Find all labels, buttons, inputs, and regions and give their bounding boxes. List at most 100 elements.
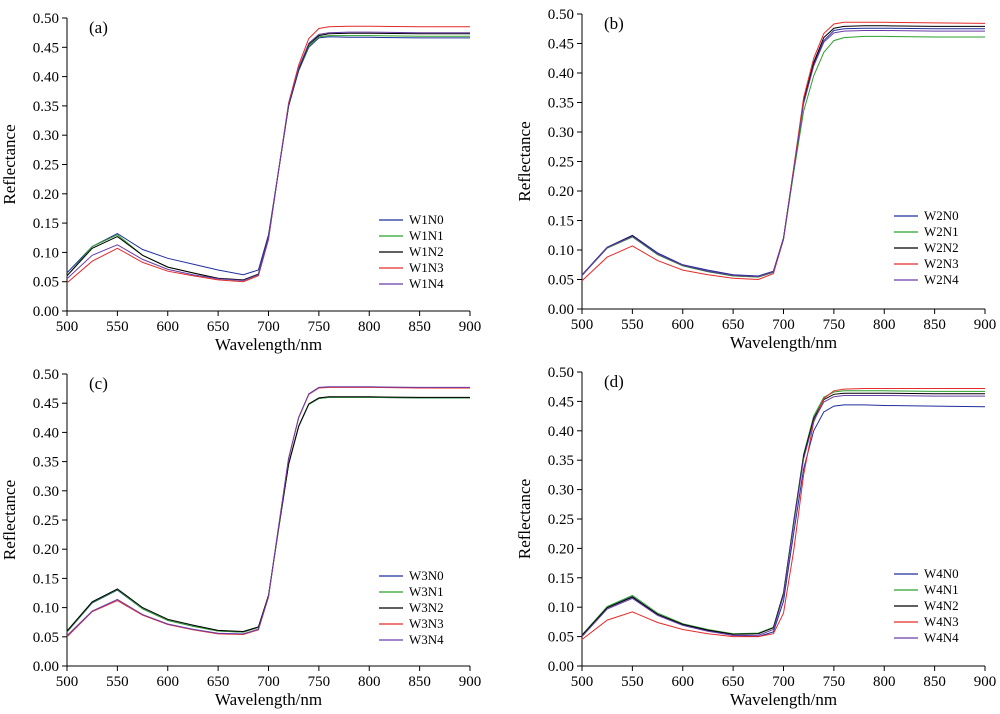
y-tick-label: 0.45: [548, 394, 574, 410]
y-axis-title: Reflectance: [515, 121, 534, 201]
y-tick-label: 0.30: [548, 483, 574, 499]
y-tick-label: 0.15: [33, 216, 59, 232]
x-tick-label: 900: [974, 317, 997, 333]
y-tick-label: 0.00: [548, 659, 574, 675]
series-line-w4n3: [581, 388, 985, 640]
y-tick-label: 0.00: [33, 304, 59, 320]
x-axis-title: Wavelength/nm: [730, 690, 837, 709]
legend-label: W2N3: [924, 256, 959, 271]
x-tick-label: 800: [358, 319, 381, 335]
x-tick-label: 850: [923, 674, 946, 690]
x-axis-title: Wavelength/nm: [215, 335, 322, 354]
y-tick-label: 0.00: [548, 302, 574, 318]
legend-label: W4N0: [924, 566, 959, 581]
series-line-w4n4: [581, 395, 985, 637]
y-tick-label: 0.20: [33, 542, 59, 558]
y-tick-label: 0.40: [33, 70, 59, 86]
x-tick-label: 500: [571, 674, 594, 690]
panel-label: (c): [89, 374, 108, 393]
x-tick-label: 650: [207, 674, 230, 690]
y-tick-label: 0.20: [33, 187, 59, 203]
legend-label: W1N1: [409, 228, 444, 243]
y-tick-label: 0.10: [33, 601, 59, 617]
x-tick-label: 700: [257, 319, 280, 335]
x-tick-label: 600: [672, 317, 695, 333]
y-tick-label: 0.50: [33, 11, 59, 27]
x-tick-label: 800: [873, 317, 896, 333]
x-tick-label: 750: [823, 317, 846, 333]
x-tick-label: 750: [308, 674, 331, 690]
x-tick-label: 750: [308, 319, 331, 335]
x-tick-label: 850: [923, 317, 946, 333]
legend-label: W2N4: [924, 272, 959, 287]
y-axis-title: Reflectance: [515, 479, 534, 559]
x-tick-label: 600: [157, 674, 180, 690]
y-tick-label: 0.45: [33, 396, 59, 412]
legend-label: W3N1: [409, 584, 444, 599]
x-tick-label: 850: [408, 319, 431, 335]
legend-label: W4N2: [924, 598, 959, 613]
x-tick-label: 900: [974, 674, 997, 690]
y-tick-label: 0.45: [548, 37, 574, 53]
legend-label: W1N4: [409, 276, 444, 291]
y-tick-label: 0.25: [548, 155, 574, 171]
x-tick-label: 700: [772, 317, 795, 333]
x-tick-label: 500: [56, 319, 79, 335]
x-tick-label: 650: [722, 317, 745, 333]
x-tick-label: 500: [56, 674, 79, 690]
y-tick-label: 0.50: [33, 367, 59, 383]
y-tick-label: 0.30: [33, 484, 59, 500]
legend-label: W1N2: [409, 244, 444, 259]
y-tick-label: 0.35: [33, 455, 59, 471]
legend-label: W2N2: [924, 240, 959, 255]
y-tick-label: 0.40: [548, 66, 574, 82]
series-line-w3n4: [66, 386, 470, 636]
series-line-w1n4: [66, 31, 470, 282]
x-tick-label: 550: [106, 674, 129, 690]
panel-label: (d): [604, 372, 624, 391]
y-tick-label: 0.30: [33, 128, 59, 144]
x-tick-label: 600: [157, 319, 180, 335]
y-tick-label: 0.15: [548, 571, 574, 587]
y-tick-label: 0.25: [548, 512, 574, 528]
y-tick-label: 0.15: [548, 214, 574, 230]
legend-label: W3N3: [409, 616, 444, 631]
y-tick-label: 0.20: [548, 184, 574, 200]
y-tick-label: 0.10: [548, 243, 574, 259]
x-tick-label: 900: [459, 319, 482, 335]
legend-label: W4N1: [924, 582, 959, 597]
x-tick-label: 550: [621, 674, 644, 690]
y-axis-title: Reflectance: [0, 124, 19, 204]
y-tick-label: 0.25: [33, 158, 59, 174]
legend-label: W2N1: [924, 224, 959, 239]
x-tick-label: 650: [722, 674, 745, 690]
x-tick-label: 600: [672, 674, 695, 690]
y-tick-label: 0.50: [548, 365, 574, 381]
y-tick-label: 0.05: [548, 630, 574, 646]
x-tick-label: 650: [207, 319, 230, 335]
legend-label: W2N0: [924, 208, 959, 223]
x-tick-label: 700: [772, 674, 795, 690]
x-tick-label: 800: [358, 674, 381, 690]
x-tick-label: 750: [823, 674, 846, 690]
chart-panel-3: 0.00 0.05 0.10 0.15 0.20 0.25 0.30 0.35 0.40 0.45…: [515, 365, 996, 709]
x-tick-label: 550: [106, 319, 129, 335]
x-tick-label: 900: [459, 674, 482, 690]
legend-label: W3N4: [409, 632, 444, 647]
panel-label: (b): [604, 14, 624, 33]
y-tick-label: 0.10: [33, 245, 59, 261]
chart-panel-0: 0.00 0.05 0.10 0.15 0.20 0.25 0.30 0.35 0.40 0.45…: [0, 11, 481, 354]
y-tick-label: 0.30: [548, 125, 574, 141]
x-tick-label: 800: [873, 674, 896, 690]
y-tick-label: 0.15: [33, 571, 59, 587]
legend-label: W3N2: [409, 600, 444, 615]
y-tick-label: 0.25: [33, 513, 59, 529]
chart-panel-1: 0.00 0.05 0.10 0.15 0.20 0.25 0.30 0.35 0.40 0.45…: [515, 7, 996, 352]
panel-label: (a): [89, 18, 108, 37]
y-axis-title: Reflectance: [0, 480, 19, 560]
y-tick-label: 0.05: [548, 273, 574, 289]
y-tick-label: 0.05: [33, 630, 59, 646]
x-tick-label: 850: [408, 674, 431, 690]
legend-label: W3N0: [409, 568, 444, 583]
